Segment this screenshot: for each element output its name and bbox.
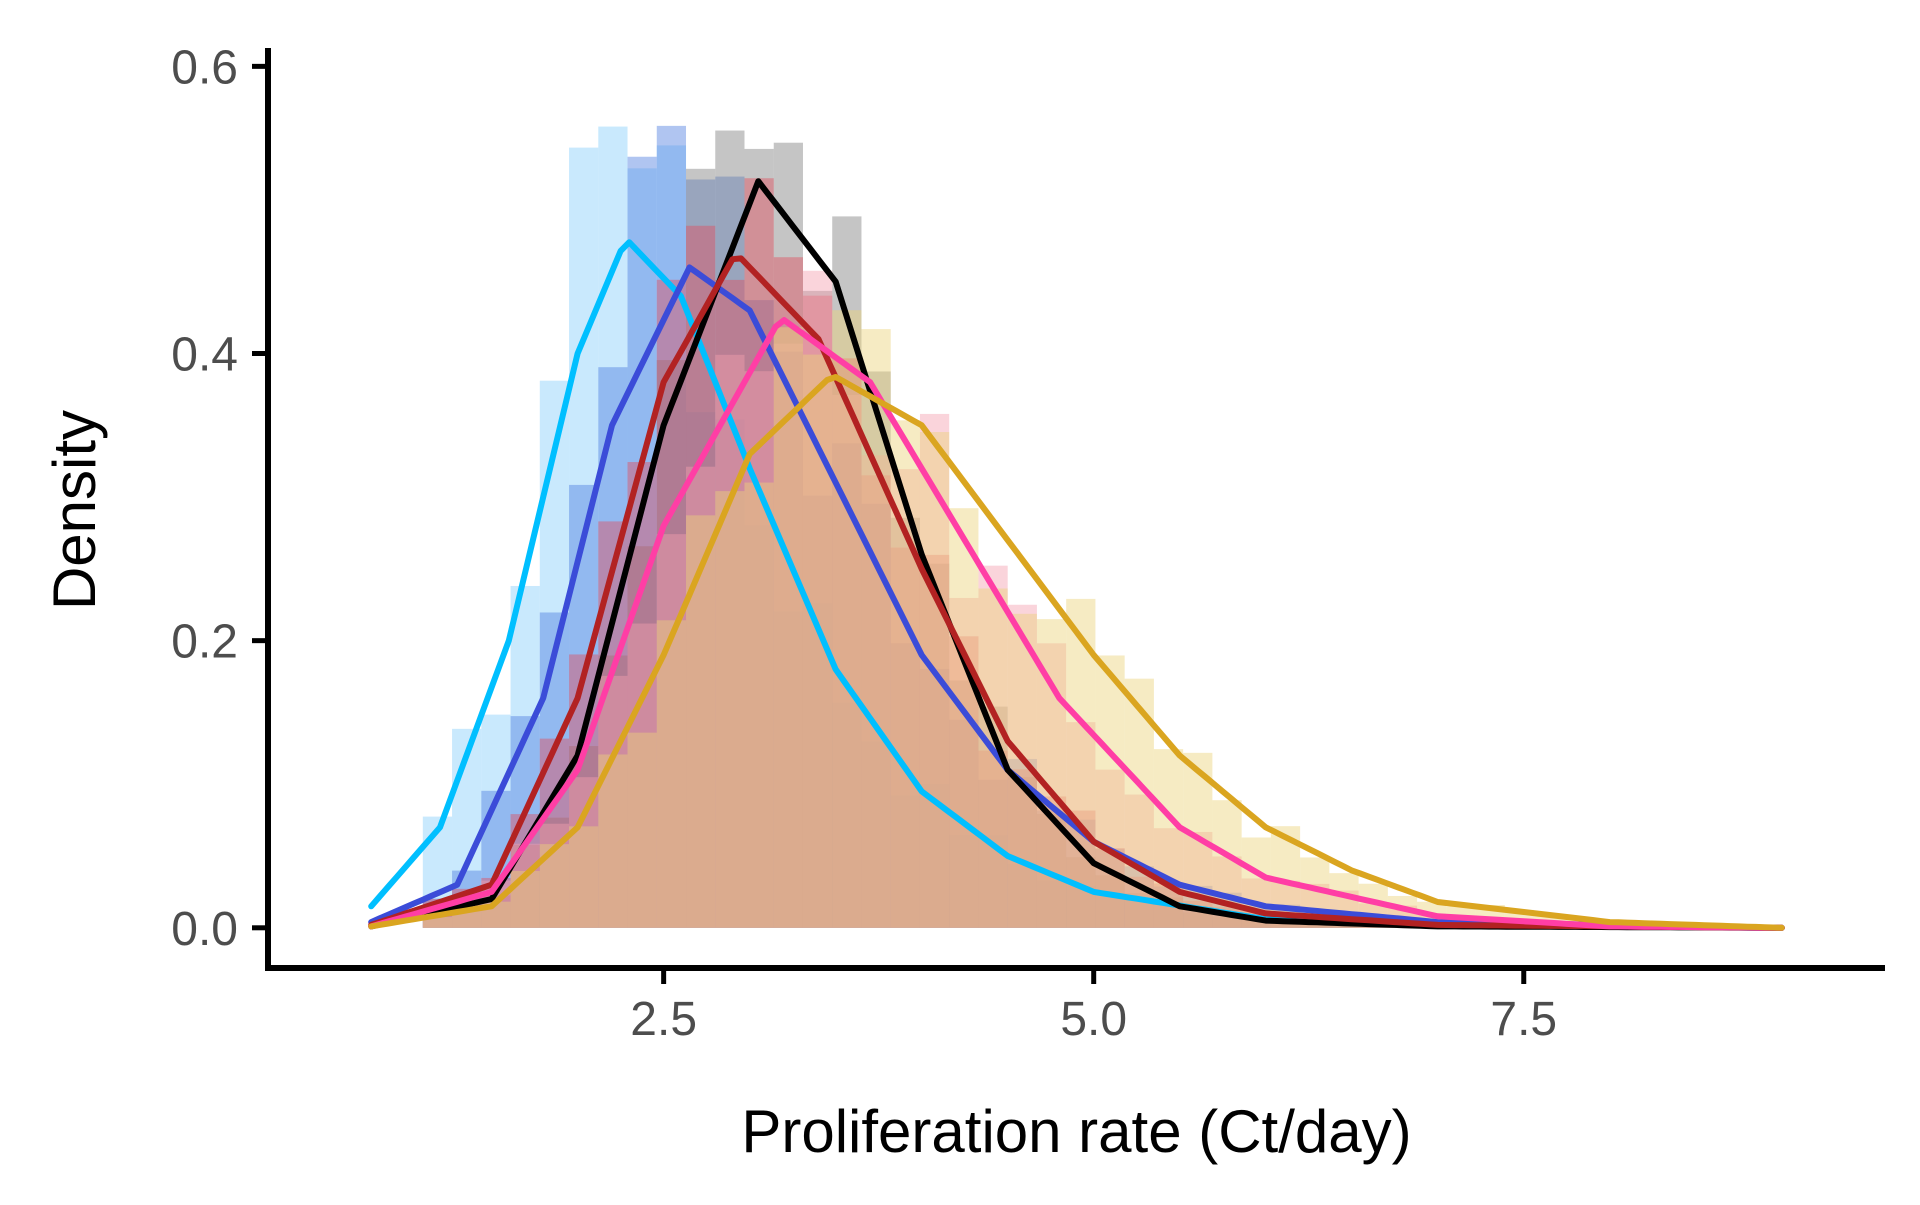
histogram-layer bbox=[422, 125, 1739, 928]
histogram-bar bbox=[744, 482, 774, 928]
histogram-bar bbox=[1036, 880, 1067, 928]
density-curve-series-4 bbox=[368, 255, 1785, 931]
histogram-bar bbox=[773, 343, 803, 928]
x-tick-label: 7.5 bbox=[1490, 993, 1557, 1046]
histogram-bar bbox=[949, 834, 979, 928]
histogram-bar bbox=[832, 358, 862, 928]
histogram-bar bbox=[890, 547, 920, 928]
density-curve-series-5 bbox=[368, 317, 1785, 931]
y-tick-label: 0.6 bbox=[171, 41, 238, 94]
histogram-bar bbox=[861, 741, 891, 928]
histogram-bar bbox=[1095, 848, 1125, 928]
x-tick-label: 5.0 bbox=[1060, 993, 1127, 1046]
histogram-bar bbox=[832, 216, 862, 928]
histogram-bar bbox=[686, 412, 716, 928]
histogram-bar bbox=[1095, 875, 1125, 928]
histogram-bar bbox=[1183, 911, 1213, 928]
histogram-bar bbox=[978, 706, 1008, 928]
histogram-bar bbox=[744, 178, 774, 928]
density-curve-series-6 bbox=[368, 374, 1785, 931]
histogram-bar bbox=[1241, 918, 1271, 928]
y-tick-label: 0.4 bbox=[171, 329, 238, 382]
y-tick-label: 0.0 bbox=[171, 903, 238, 956]
histogram-bar bbox=[598, 675, 628, 928]
histogram-bar bbox=[773, 351, 803, 928]
histogram-bar bbox=[686, 515, 716, 928]
histogram-bar bbox=[861, 455, 891, 928]
histogram-bar bbox=[919, 432, 950, 928]
histogram-bar bbox=[919, 563, 950, 928]
x-axis-ticks: 2.5 5.0 7.5 bbox=[630, 968, 1557, 1046]
histogram-bar bbox=[1212, 916, 1242, 928]
histogram-bar bbox=[890, 517, 920, 928]
axis-layer: 2.5 5.0 7.5 0.0 0.2 0.4 0.6 Proliferation rat… bbox=[41, 41, 1885, 1165]
histogram-bar bbox=[1007, 863, 1037, 928]
histogram-bar bbox=[861, 329, 891, 928]
histogram-bar bbox=[1183, 912, 1213, 928]
histogram-bar bbox=[1095, 655, 1125, 928]
histogram-bar bbox=[890, 469, 920, 928]
histogram-bar bbox=[773, 611, 803, 928]
histogram-bar bbox=[1241, 920, 1271, 928]
histogram-bar bbox=[744, 525, 774, 928]
histogram-bar bbox=[802, 495, 833, 928]
histogram-bar bbox=[949, 508, 979, 928]
y-axis-ticks: 0.0 0.2 0.4 0.6 bbox=[171, 41, 268, 956]
histogram-bar bbox=[715, 491, 745, 928]
histogram-bar bbox=[1270, 921, 1301, 928]
histogram-bar bbox=[627, 732, 657, 928]
histogram-bar bbox=[569, 826, 599, 928]
histogram-bar bbox=[832, 702, 862, 928]
histogram-bar bbox=[1270, 921, 1301, 928]
y-tick-label: 0.2 bbox=[171, 616, 238, 669]
histogram-series-3 bbox=[422, 130, 1476, 928]
histogram-bar bbox=[744, 300, 774, 928]
histogram-bar bbox=[1007, 777, 1037, 928]
histogram-bar bbox=[890, 795, 920, 928]
density-curve-layer bbox=[368, 178, 1785, 931]
histogram-bar bbox=[1095, 896, 1125, 928]
histogram-bar bbox=[656, 534, 687, 928]
x-tick-label: 2.5 bbox=[630, 993, 697, 1046]
y-axis-title: Density bbox=[41, 410, 108, 610]
histogram-bar bbox=[598, 754, 628, 928]
histogram-bar bbox=[1095, 848, 1125, 928]
histogram-bar bbox=[656, 620, 687, 928]
histogram-bar bbox=[422, 917, 453, 928]
histogram-bar bbox=[832, 310, 862, 928]
histogram-series-6 bbox=[422, 310, 1739, 928]
x-axis-title: Proliferation rate (Ct/day) bbox=[741, 1098, 1411, 1165]
